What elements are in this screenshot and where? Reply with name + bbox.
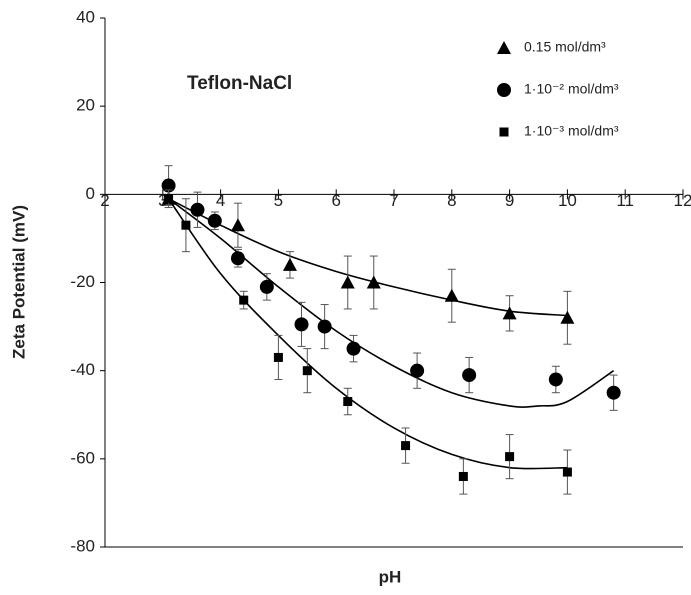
- point: [230, 218, 245, 232]
- legend-label: 0.15 mol/dm³: [524, 39, 606, 55]
- y-tick-label: 40: [76, 7, 95, 26]
- x-tick-label: 9: [505, 191, 514, 210]
- point: [164, 194, 174, 204]
- fit-curve: [168, 198, 568, 317]
- fit-curve: [167, 198, 568, 470]
- legend-marker: [499, 127, 509, 137]
- x-tick-label: 12: [674, 191, 691, 210]
- point: [366, 275, 381, 289]
- point: [462, 368, 477, 383]
- point: [502, 306, 517, 320]
- point: [505, 452, 515, 462]
- point: [302, 366, 312, 376]
- annotation: Teflon-NaCl: [187, 73, 292, 94]
- point: [273, 352, 283, 362]
- point: [606, 385, 621, 400]
- point: [401, 441, 411, 451]
- y-tick-label: -60: [70, 448, 95, 467]
- y-tick-label: 20: [76, 96, 95, 115]
- x-tick-label: 6: [331, 191, 340, 210]
- point: [340, 275, 355, 289]
- point: [346, 341, 361, 356]
- y-tick-label: -80: [70, 536, 95, 555]
- point: [444, 288, 459, 302]
- point: [317, 319, 332, 334]
- point: [230, 251, 245, 266]
- y-tick-label: 0: [86, 184, 95, 203]
- point: [458, 471, 468, 481]
- point: [560, 310, 575, 324]
- x-tick-label: 5: [274, 191, 283, 210]
- point: [410, 363, 425, 378]
- point: [190, 202, 205, 217]
- legend-label: 1·10⁻² mol/dm³: [524, 81, 619, 97]
- x-tick-label: 7: [389, 191, 398, 210]
- y-axis-title: Zeta Potential (mV): [9, 205, 28, 359]
- point: [239, 295, 249, 305]
- point: [343, 397, 353, 407]
- point: [161, 178, 176, 193]
- legend-marker: [497, 41, 511, 54]
- x-tick-label: 11: [616, 191, 634, 210]
- x-tick-label: 10: [558, 191, 577, 210]
- point: [294, 317, 309, 332]
- point: [207, 213, 222, 228]
- y-tick-label: -40: [70, 360, 95, 379]
- y-tick-label: -20: [70, 272, 95, 291]
- point: [181, 220, 191, 230]
- x-tick-label: 2: [100, 191, 109, 210]
- x-axis-title: pH: [379, 567, 402, 586]
- point: [282, 257, 297, 271]
- legend-marker: [497, 83, 511, 97]
- x-tick-label: 8: [447, 191, 456, 210]
- legend-label: 1·10⁻³ mol/dm³: [524, 123, 619, 139]
- point: [259, 279, 274, 294]
- x-tick-label: 4: [216, 191, 225, 210]
- point: [548, 372, 563, 387]
- x-tick-label: 3: [158, 191, 167, 210]
- point: [562, 467, 572, 477]
